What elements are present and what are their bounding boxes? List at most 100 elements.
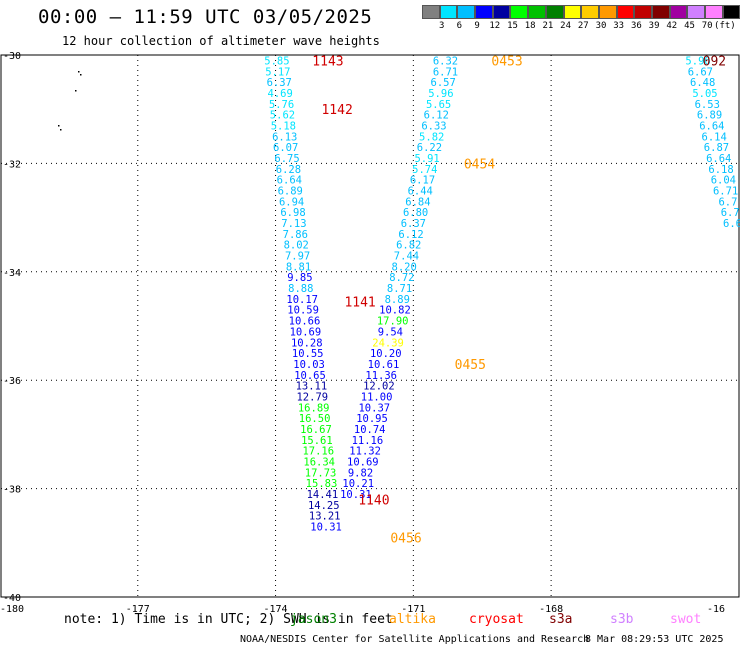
wave-height-value: 6.13 (272, 131, 297, 143)
legend-item-altika: altika (389, 612, 436, 627)
lat-tick-label: -36 (3, 376, 21, 387)
wave-height-value: 8.02 (284, 240, 309, 252)
wave-height-value: 16.89 (298, 402, 330, 414)
wave-height-value: 5.82 (419, 131, 444, 143)
lon-tick-label: -168 (539, 604, 563, 615)
wave-height-value: 10.65 (294, 370, 326, 382)
wave-height-value: 16.34 (303, 457, 335, 469)
wave-height-value: 6.48 (690, 77, 715, 89)
wave-height-value: 6.22 (417, 142, 442, 154)
wave-height-value: 10.66 (289, 316, 321, 328)
wave-height-value: 6.64 (277, 175, 302, 187)
lon-tick-label: -16 (707, 604, 725, 615)
wave-height-value: 11.36 (365, 370, 397, 382)
scale-label: 15 (507, 21, 518, 31)
scale-label: 70 (701, 21, 713, 31)
scale-label: 18 (524, 21, 536, 31)
island-dot (60, 129, 62, 131)
scale-swatch (475, 5, 493, 19)
lon-tick-label: -177 (126, 604, 150, 615)
legend-item-jason3: jason3 (290, 612, 337, 627)
wave-height-value: 10.69 (290, 326, 322, 338)
wave-height-value: 24.39 (372, 337, 404, 349)
pass-time-label: 1143 (312, 54, 343, 69)
island-dot (80, 74, 82, 76)
wave-height-value: 13.21 (309, 511, 341, 523)
page-subtitle: 12 hour collection of altimeter wave hei… (62, 34, 380, 48)
lon-tick-label: -180 (0, 604, 24, 615)
wave-height-value: 6.89 (697, 110, 722, 122)
wave-height-value: 6.04 (711, 175, 736, 187)
island-dot (58, 125, 60, 127)
wave-height-value: 8.20 (392, 261, 417, 273)
scale-swatch (598, 5, 617, 19)
wave-height-value: 6.57 (431, 77, 456, 89)
wave-height-value: 10.55 (292, 348, 324, 360)
wave-height-value: 7.13 (281, 218, 306, 230)
scale-swatch (457, 5, 476, 19)
generated-timestamp: 8 Mar 08:29:53 UTC 2025 (585, 634, 724, 645)
wave-height-value: 5.91 (414, 153, 439, 165)
wave-height-value: 8.71 (387, 283, 412, 295)
lat-tick-label: -30 (3, 51, 21, 62)
wave-height-value: 16.67 (300, 424, 332, 436)
lat-tick-label: -38 (3, 485, 21, 496)
lat-tick-label: -34 (3, 268, 21, 279)
wave-height-value: 17.73 (305, 467, 337, 479)
wave-height-value: 11.16 (352, 435, 384, 447)
scale-label: 45 (684, 21, 695, 31)
wave-height-value: 6.44 (408, 186, 433, 198)
scale-label: 39 (648, 21, 660, 31)
wave-height-value: 14.41 (307, 489, 339, 501)
wave-height-value: 10.69 (347, 457, 379, 469)
pass-time-label: 1141 (344, 296, 375, 311)
wave-height-value: 6.6 (723, 218, 740, 230)
pass-time-label: 0455 (455, 358, 486, 373)
wave-height-value: 10.20 (370, 348, 402, 360)
wave-height-value: 5.96 (685, 55, 710, 67)
legend-item-s3b: s3b (610, 612, 634, 627)
wave-height-value: 10.17 (286, 294, 318, 306)
scale-swatch (651, 5, 670, 19)
map-frame (0, 54, 740, 598)
legend-note: note: 1) Time is in UTC; 2) SWH is in fe… (64, 612, 393, 627)
wave-height-value: 6.14 (702, 131, 727, 143)
wave-height-value: 12.79 (296, 391, 328, 403)
satellite-legend: note: 1) Time is in UTC; 2) SWH is in fe… (0, 612, 740, 632)
wave-height-value: 7.97 (285, 251, 310, 263)
wave-height-value: 8.81 (286, 261, 311, 273)
wave-height-value: 10.31 (310, 522, 342, 534)
wave-height-value: 11.00 (361, 391, 393, 403)
wave-height-value: 6.53 (695, 99, 720, 111)
pass-time-label: 0453 (491, 54, 522, 69)
pass-time-label: 0456 (390, 531, 421, 546)
wave-height-value: 6.17 (410, 175, 435, 187)
legend-item-swot: swot (670, 612, 702, 627)
wave-height-value: 6.71 (433, 66, 458, 78)
color-scale (422, 5, 740, 19)
wave-height-value: 6.37 (267, 77, 292, 89)
scale-label: 36 (630, 21, 642, 31)
pass-time-label: 1140 (358, 493, 389, 508)
wave-height-value: 6.98 (280, 207, 305, 219)
scale-label: 33 (613, 21, 625, 31)
wave-height-value: 6.37 (401, 218, 426, 230)
wave-height-value: 8.72 (389, 272, 414, 284)
wave-height-value: 6.64 (706, 153, 731, 165)
wave-height-value: 5.74 (412, 164, 437, 176)
wave-height-value: 6.07 (273, 142, 298, 154)
wave-height-value: 8.89 (385, 294, 410, 306)
wave-height-value: 9.85 (287, 272, 312, 284)
wave-height-value: 5.65 (426, 99, 451, 111)
lon-tick-label: -171 (401, 604, 425, 615)
wave-height-value: 5.62 (270, 110, 295, 122)
wave-height-value: 13.11 (296, 381, 328, 393)
island-dot (75, 90, 77, 92)
scale-swatch (616, 5, 635, 19)
scale-label: 9 (474, 21, 480, 31)
wave-height-value: 6.82 (396, 240, 421, 252)
wave-height-value: 6.28 (276, 164, 301, 176)
island-dot (78, 71, 80, 73)
wave-height-value: 14.25 (308, 500, 340, 512)
